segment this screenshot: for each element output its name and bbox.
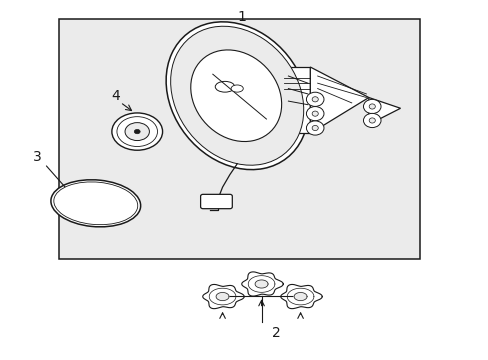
Ellipse shape (306, 121, 324, 135)
Polygon shape (280, 284, 322, 309)
Ellipse shape (112, 113, 162, 150)
Ellipse shape (117, 117, 157, 147)
Ellipse shape (311, 125, 318, 131)
Text: 2: 2 (271, 325, 280, 339)
Ellipse shape (54, 182, 138, 225)
FancyBboxPatch shape (200, 194, 232, 209)
Polygon shape (368, 98, 400, 125)
Text: 1: 1 (237, 10, 246, 24)
Bar (283, 67, 310, 134)
Polygon shape (241, 272, 283, 296)
Ellipse shape (363, 99, 380, 114)
Polygon shape (216, 292, 228, 301)
Ellipse shape (368, 104, 375, 109)
Ellipse shape (363, 113, 380, 127)
Ellipse shape (125, 123, 149, 140)
Ellipse shape (170, 26, 303, 165)
Ellipse shape (368, 118, 375, 123)
Polygon shape (293, 292, 306, 301)
Polygon shape (310, 67, 368, 134)
Ellipse shape (51, 180, 141, 227)
Text: 4: 4 (111, 89, 120, 103)
Ellipse shape (215, 81, 234, 92)
Bar (59, 19, 419, 259)
Ellipse shape (306, 107, 324, 121)
Polygon shape (203, 284, 244, 309)
Ellipse shape (166, 22, 307, 170)
Ellipse shape (311, 111, 318, 116)
Ellipse shape (134, 130, 140, 134)
Ellipse shape (306, 92, 324, 107)
Ellipse shape (311, 97, 318, 102)
Text: 3: 3 (33, 150, 41, 164)
Polygon shape (255, 280, 267, 288)
Ellipse shape (190, 50, 281, 141)
Ellipse shape (231, 85, 243, 92)
